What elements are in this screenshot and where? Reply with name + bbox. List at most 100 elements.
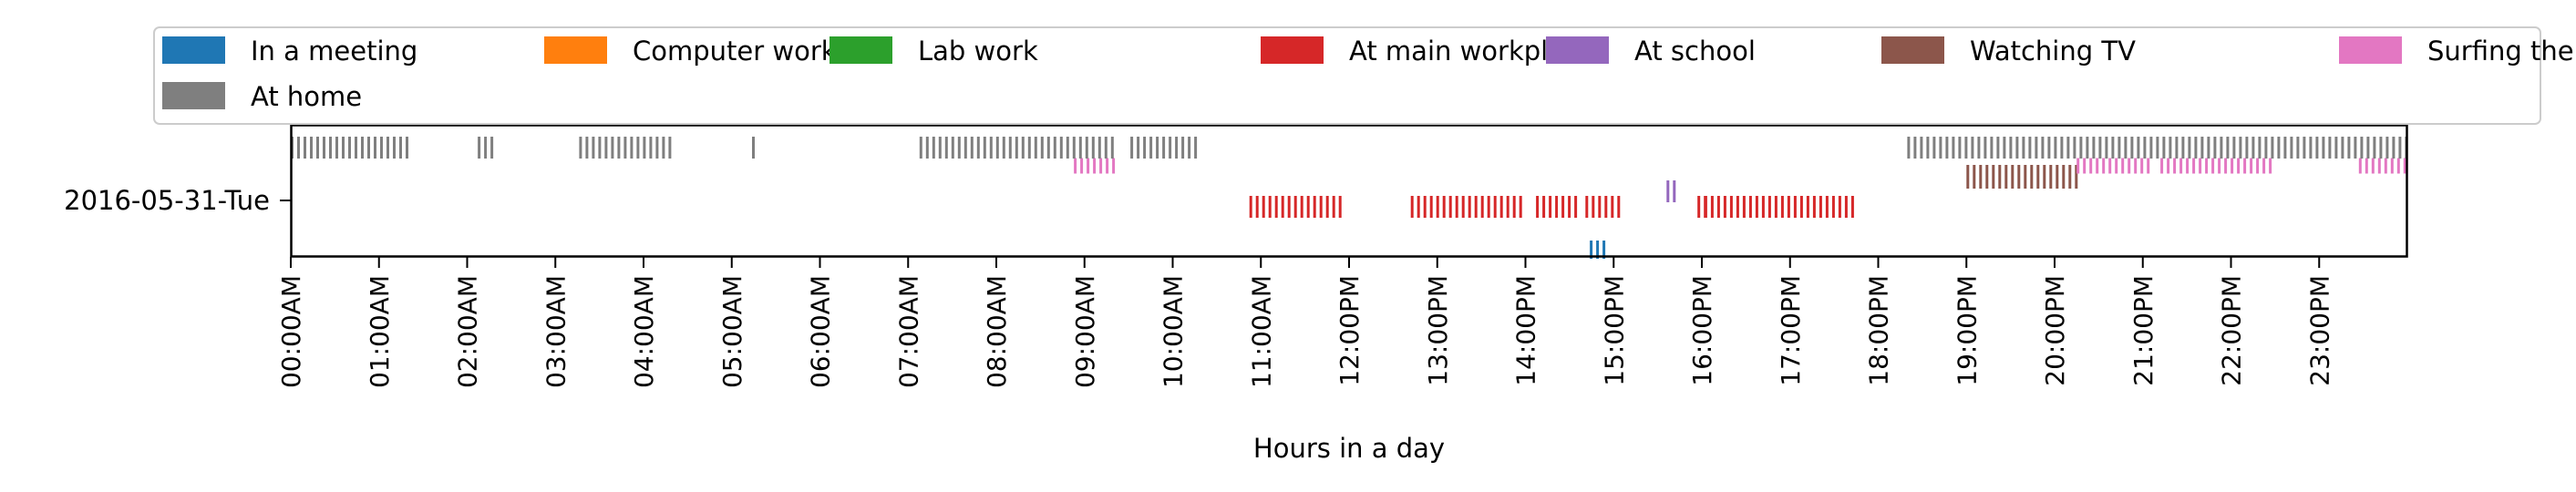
event-mark: [963, 137, 967, 159]
event-mark: [643, 137, 646, 159]
event-mark: [1099, 158, 1103, 174]
event-mark: [925, 137, 929, 159]
event-mark: [1590, 241, 1593, 259]
event-mark: [1066, 137, 1069, 159]
event-mark: [2365, 158, 2368, 174]
x-tick-label: 22:00PM: [2217, 275, 2247, 386]
event-mark: [2041, 137, 2045, 159]
event-mark: [1780, 196, 1784, 218]
event-mark: [1673, 180, 1676, 202]
x-tick-label: 15:00PM: [1599, 275, 1629, 386]
event-mark: [1932, 137, 1936, 159]
event-mark: [1729, 196, 1733, 218]
event-mark: [1410, 196, 1414, 218]
event-mark: [2371, 158, 2375, 174]
event-mark: [1812, 196, 1816, 218]
event-marks: [291, 137, 2408, 259]
event-mark: [598, 137, 602, 159]
event-mark: [1027, 137, 1031, 159]
event-mark: [1137, 137, 1140, 159]
event-mark: [2218, 158, 2221, 174]
event-mark: [1555, 196, 1559, 218]
event-mark: [1850, 196, 1854, 218]
event-mark: [1536, 196, 1540, 218]
x-axis-label: Hours in a day: [1253, 433, 1445, 464]
event-mark: [2398, 137, 2402, 159]
x-tick-label: 14:00PM: [1511, 275, 1541, 386]
x-tick-label: 21:00PM: [2128, 275, 2159, 386]
event-mark: [1074, 158, 1077, 174]
event-mark: [2186, 158, 2190, 174]
event-mark: [2060, 137, 2064, 159]
event-mark: [2117, 137, 2121, 159]
event-mark: [989, 137, 993, 159]
legend-frame: [153, 26, 2541, 125]
event-mark: [1059, 137, 1063, 159]
event-mark: [668, 137, 672, 159]
x-axis: 00:00AM 01:00AM 02:00AM 03:00AM 04:00AM 05:00…: [276, 257, 2334, 388]
event-mark: [2271, 137, 2274, 159]
event-mark: [585, 137, 589, 159]
event-mark: [1574, 196, 1578, 218]
event-mark: [1499, 196, 1503, 218]
event-mark: [1945, 137, 1949, 159]
event-mark: [2207, 137, 2210, 159]
event-mark: [2181, 137, 2185, 159]
event-mark: [1831, 196, 1835, 218]
event-mark: [1996, 137, 2000, 159]
x-tick-label: 13:00PM: [1423, 275, 1453, 386]
event-mark: [1710, 196, 1714, 218]
event-mark: [2011, 165, 2014, 189]
event-mark: [1194, 137, 1198, 159]
event-mark: [1592, 196, 1595, 218]
event-mark: [2066, 137, 2070, 159]
x-tick-label: 16:00PM: [1687, 275, 1717, 386]
event-mark: [1542, 196, 1546, 218]
event-mark: [2079, 137, 2083, 159]
event-mark: [2385, 137, 2389, 159]
event-mark: [2062, 165, 2066, 189]
x-tick-label: 09:00AM: [1070, 275, 1100, 388]
event-mark: [630, 137, 634, 159]
event-mark: [2047, 137, 2051, 159]
event-mark: [2076, 158, 2080, 174]
event-mark: [490, 137, 494, 159]
event-mark: [1040, 137, 1044, 159]
event-mark: [1549, 196, 1552, 218]
x-tick-label: 05:00AM: [717, 275, 747, 388]
event-mark: [2121, 158, 2125, 174]
event-mark: [1008, 137, 1012, 159]
event-mark: [1448, 196, 1452, 218]
event-mark: [611, 137, 614, 159]
event-mark: [1332, 196, 1335, 218]
event-mark: [380, 137, 383, 159]
event-mark: [2022, 137, 2025, 159]
event-mark: [623, 137, 627, 159]
event-mark: [297, 137, 300, 159]
event-mark: [604, 137, 608, 159]
event-mark: [1973, 165, 1976, 189]
event-mark: [1181, 137, 1185, 159]
legend-swatch: [1546, 36, 1609, 64]
event-mark: [2149, 137, 2153, 159]
event-mark: [1175, 137, 1179, 159]
event-mark: [1002, 137, 1005, 159]
event-mark: [592, 137, 595, 159]
event-mark: [1596, 241, 1600, 259]
event-mark: [1293, 196, 1297, 218]
event-mark: [2358, 158, 2362, 174]
event-mark: [1985, 165, 1989, 189]
event-mark: [1990, 137, 1994, 159]
event-mark: [1704, 196, 1707, 218]
event-mark: [1306, 196, 1310, 218]
event-mark: [1825, 196, 1829, 218]
event-mark: [919, 137, 922, 159]
event-mark: [2243, 158, 2247, 174]
event-mark: [2390, 158, 2394, 174]
event-mark: [1926, 137, 1930, 159]
x-tick-label: 06:00AM: [806, 275, 836, 388]
event-mark: [2194, 137, 2198, 159]
event-mark: [579, 137, 582, 159]
event-mark: [1046, 137, 1050, 159]
event-mark: [484, 137, 488, 159]
